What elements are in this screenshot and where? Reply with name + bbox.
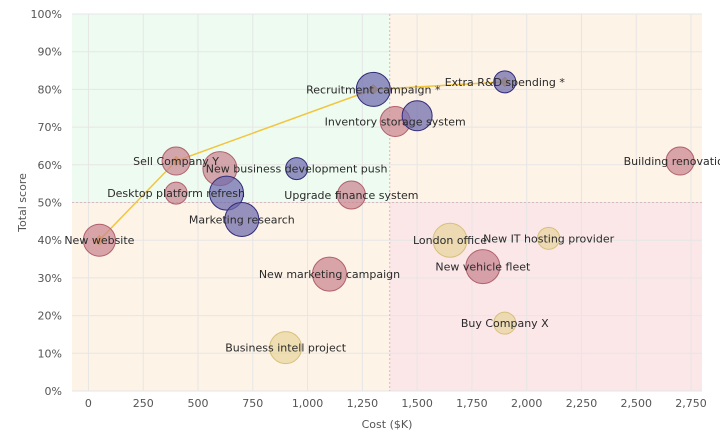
bubble-point bbox=[465, 249, 501, 285]
bubble-series bbox=[82, 70, 695, 365]
y-tick-label: 100% bbox=[31, 8, 62, 21]
x-tick-label: 750 bbox=[242, 397, 263, 410]
x-tick-label: 2,000 bbox=[511, 397, 543, 410]
x-axis-title: Cost ($K) bbox=[362, 418, 413, 431]
bubble-labels: New website Sell Company Y Desktop platfor… bbox=[64, 76, 720, 355]
bubble-label: Upgrade finance system bbox=[284, 189, 418, 202]
bubble-point bbox=[336, 180, 366, 210]
bubble-label: Building renovations bbox=[624, 155, 720, 168]
y-tick-label: 70% bbox=[38, 121, 62, 134]
x-tick-label: 1,000 bbox=[292, 397, 324, 410]
quadrant-bottom-left bbox=[72, 202, 390, 391]
bubble-label: Marketing research bbox=[189, 213, 295, 226]
bubble-point bbox=[665, 146, 695, 176]
bubble-point bbox=[164, 181, 188, 205]
bubble-label: Buy Company X bbox=[461, 317, 549, 330]
x-tick-label: 2,250 bbox=[566, 397, 598, 410]
frontier-line bbox=[98, 81, 505, 241]
grid-lines bbox=[72, 13, 702, 392]
y-tick-label: 10% bbox=[38, 347, 62, 360]
quadrant-top-right bbox=[389, 14, 702, 203]
bubble-label: New website bbox=[64, 234, 134, 247]
bubble-label: London office bbox=[413, 234, 487, 247]
bubble-point bbox=[493, 70, 517, 94]
bubble-label: New vehicle fleet bbox=[435, 261, 531, 274]
bubble-label: Desktop platform refresh bbox=[107, 187, 245, 200]
bubble-point bbox=[311, 256, 347, 292]
y-tick-label: 90% bbox=[38, 46, 62, 59]
y-axis-ticks: 0% 10% 20% 30% 40% 50% 60% 70% 80% 90% 100% bbox=[31, 8, 62, 398]
bubble-point bbox=[355, 71, 391, 107]
x-tick-label: 2,500 bbox=[621, 397, 653, 410]
bubble-label: Recruitment campaign * bbox=[306, 83, 441, 96]
y-axis-title: Total score bbox=[16, 173, 29, 233]
y-tick-label: 80% bbox=[38, 83, 62, 96]
bubble-point bbox=[537, 226, 561, 250]
bubble-label: New IT hosting provider bbox=[483, 232, 615, 245]
y-tick-label: 40% bbox=[38, 234, 62, 247]
x-tick-label: 1,500 bbox=[401, 397, 433, 410]
bubble-label: Inventory storage system bbox=[325, 115, 466, 128]
y-tick-label: 50% bbox=[38, 197, 62, 210]
x-tick-label: 2,750 bbox=[675, 397, 707, 410]
x-tick-label: 250 bbox=[133, 397, 154, 410]
bubble-point bbox=[432, 222, 468, 258]
bubble-label: Extra R&D spending * bbox=[445, 76, 566, 89]
y-tick-label: 30% bbox=[38, 272, 62, 285]
bubble-point bbox=[224, 201, 260, 237]
y-tick-label: 60% bbox=[38, 159, 62, 172]
bubble-point bbox=[493, 311, 517, 335]
bubble-label: New business development push bbox=[206, 163, 388, 176]
bubble-point bbox=[208, 175, 244, 211]
bubble-point bbox=[161, 146, 191, 176]
x-tick-label: 0 bbox=[85, 397, 92, 410]
x-axis-ticks: 0 250 500 750 1,000 1,250 1,500 1,750 2,000 2,250… bbox=[85, 397, 707, 410]
y-tick-label: 20% bbox=[38, 310, 62, 323]
bubble-point bbox=[401, 100, 433, 132]
y-tick-label: 0% bbox=[45, 385, 62, 398]
bubble-label: Sell Company Y bbox=[133, 155, 219, 168]
bubble-label: Business intell project bbox=[225, 342, 347, 355]
bubble-point bbox=[269, 331, 303, 365]
bubble-point bbox=[285, 157, 309, 181]
bubble-label: New marketing campaign bbox=[259, 268, 400, 281]
x-tick-label: 1,750 bbox=[456, 397, 488, 410]
bubble-point bbox=[82, 223, 116, 257]
x-tick-label: 500 bbox=[188, 397, 209, 410]
x-tick-label: 1,250 bbox=[347, 397, 379, 410]
